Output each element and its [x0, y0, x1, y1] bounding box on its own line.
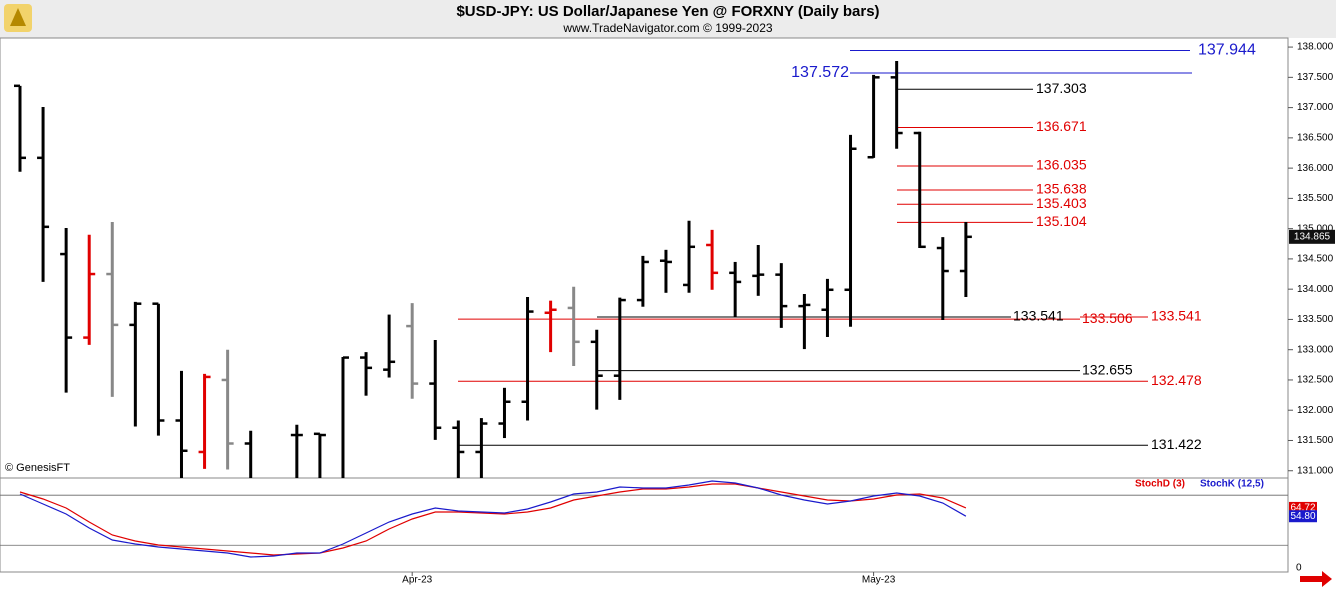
- level-label: 137.572: [791, 64, 849, 81]
- watermark: © GenesisFT: [5, 462, 70, 474]
- last-value-label: 64.72: [1290, 503, 1315, 514]
- y-tick-label: 137.000: [1297, 102, 1334, 113]
- y-tick-label: 138.000: [1297, 42, 1334, 53]
- last-value-box: [1289, 501, 1317, 514]
- legend-entry: StochK (12,5): [1200, 479, 1264, 490]
- annotations: 131.000 131.500 132.000 132.500 133.000 133.5…: [402, 38, 1335, 586]
- logo: [4, 4, 32, 32]
- price-panel: [14, 49, 1192, 478]
- x-tick-label: May-23: [862, 575, 896, 586]
- last-value-box: [1289, 510, 1317, 523]
- last-value-label: 54.80: [1290, 511, 1315, 522]
- stoch-panel: [0, 480, 1288, 558]
- level-label: 136.671: [1036, 118, 1087, 134]
- y-tick-label: 132.000: [1297, 405, 1334, 416]
- y-tick-label: 135.500: [1297, 193, 1334, 204]
- title-bar: [0, 0, 1336, 38]
- y-tick-label: 136.500: [1297, 133, 1334, 144]
- level-label: 135.104: [1036, 213, 1087, 229]
- y-tick-label: 131.000: [1297, 465, 1334, 476]
- y-tick-label: 135.000: [1297, 223, 1334, 234]
- level-label: 132.478: [1151, 372, 1202, 388]
- y-tick-label: 136.000: [1297, 163, 1334, 174]
- stoch-line: [19, 480, 967, 558]
- level-label: 135.403: [1036, 195, 1087, 211]
- level-label: 133.506: [1082, 310, 1133, 326]
- y-tick-label: 133.500: [1297, 314, 1334, 325]
- y-tick-label: 133.000: [1297, 344, 1334, 355]
- level-label: 133.541: [1013, 308, 1064, 324]
- legend-entry: StochD (3): [1135, 479, 1185, 490]
- level-label: 133.541: [1151, 308, 1202, 324]
- last-price-box: [1289, 229, 1335, 244]
- chart-title: $USD-JPY: US Dollar/Japanese Yen @ FORXN…: [456, 3, 879, 20]
- arrow: [1300, 571, 1332, 587]
- level-label: 131.422: [1151, 436, 1202, 452]
- level-label: 137.303: [1036, 80, 1087, 96]
- x-tick-label: Apr-23: [402, 575, 432, 586]
- level-label: 137.944: [1198, 42, 1256, 59]
- y-tick-label: 132.500: [1297, 375, 1334, 386]
- y-tick-label: 0: [1296, 563, 1302, 574]
- y-tick-label: 134.500: [1297, 254, 1334, 265]
- level-label: 135.638: [1036, 181, 1087, 197]
- y-tick-label: 134.000: [1297, 284, 1334, 295]
- chart-subtitle: www.TradeNavigator.com © 1999-2023: [562, 21, 772, 35]
- y-tick-label: 131.500: [1297, 435, 1334, 446]
- last-price-label: 134.865: [1294, 231, 1331, 242]
- stoch-line: [19, 483, 967, 556]
- level-label: 132.655: [1082, 361, 1133, 377]
- y-tick-label: 137.500: [1297, 72, 1334, 83]
- level-label: 136.035: [1036, 157, 1087, 173]
